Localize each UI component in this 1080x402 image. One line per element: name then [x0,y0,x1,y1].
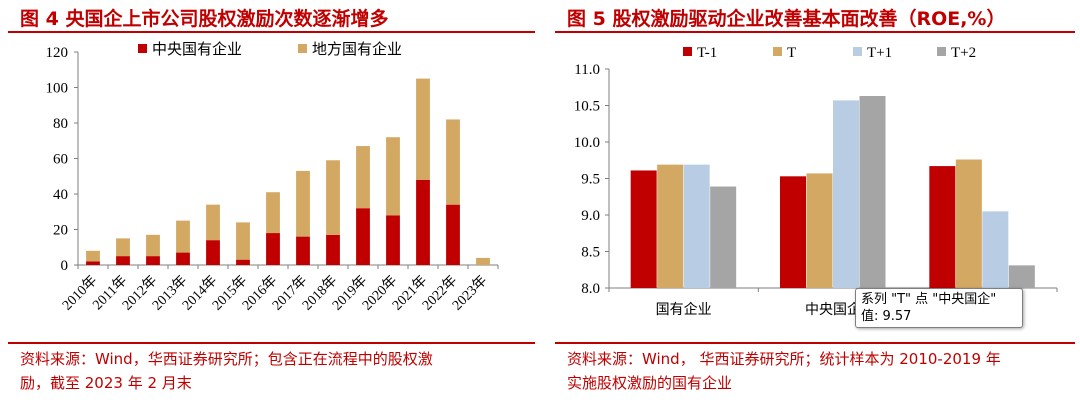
y-tick-label: 8.5 [581,245,600,261]
bar-local-soe [356,146,370,209]
bar-central-soe [266,233,280,265]
legend-swatch [937,47,946,56]
left-title-rule [8,31,535,33]
bar-t [955,159,982,288]
left-chart-title: 图 4 央国企上市公司股权激励次数逐渐增多 [20,8,389,30]
bar-central-soe [176,252,190,265]
y-tick-label: 60 [53,152,68,168]
bar-local-soe [446,119,460,205]
bar-local-soe [206,204,220,241]
bar-t-plus1 [833,100,859,288]
right-source-rule [555,342,1075,344]
legend-swatch [683,47,692,56]
bar-t [806,173,833,288]
bar-central-soe [86,261,100,265]
x-tick-label: 中央国企 [805,301,861,318]
legend-swatch [853,47,862,56]
bar-central-soe [386,215,400,265]
legend-label: 中央国有企业 [152,40,242,58]
bar-t-minus1 [929,166,956,288]
right-chart-title: 图 5 股权激励驱动企业改善基本面改善（ROE,%） [567,8,1006,30]
legend-swatch [138,44,147,53]
left-chart-panel: 图 4 央国企上市公司股权激励次数逐渐增多 0 20 40 60 80 100 120 201… [8,0,535,402]
right-grouped-bar-chart[interactable]: 8.08.59.09.510.010.511.0国有企业中央国企地方国企T-1T… [555,34,1075,344]
legend-label: 地方国有企业 [312,40,402,58]
x-tick-label: 国有企业 [656,301,712,318]
legend-swatch [773,47,782,56]
bar-t-plus2 [1008,265,1035,288]
y-tick-label: 8.0 [581,281,600,297]
bar-local-soe [146,234,160,257]
bar-central-soe [146,256,160,265]
left-source-line1: 资料来源：Wind，华西证券研究所；包含正在流程中的股权激 [20,350,433,368]
left-source-rule [8,342,535,344]
bar-central-soe [416,179,430,265]
left-source-note: 资料来源：Wind，华西证券研究所；包含正在流程中的股权激 励，截至 2023 … [20,347,433,395]
y-tick-label: 10.5 [574,99,600,115]
y-tick-label: 0 [61,258,69,274]
bar-t-minus1 [630,170,657,288]
y-tick-label: 20 [53,223,68,239]
bar-local-soe [116,238,130,257]
legend-label: T+2 [951,45,976,61]
bar-central-soe [116,256,130,265]
left-source-line2: 励，截至 2023 年 2 月末 [20,374,192,392]
bar-t-plus2 [710,186,737,288]
bar-local-soe [236,222,250,260]
legend-label: T [787,45,796,61]
x-tick-label: 2023年 [449,273,490,314]
right-title-rule [555,31,1075,33]
legend-label: T+1 [867,45,892,61]
bar-t-plus2 [859,96,886,288]
bar-t-plus1 [982,211,1009,288]
bar-local-soe [326,160,340,235]
bar-local-soe [416,78,430,180]
bar-central-soe [236,259,250,265]
y-tick-label: 100 [46,81,69,97]
left-stacked-bar-chart: 0204060801001202010年2011年2012年2013年2014年… [46,40,499,314]
chart-tooltip: 系列 "T" 点 "中央国企" 值: 9.57 [855,288,1023,328]
y-tick-label: 9.0 [581,208,600,224]
right-source-note: 资料来源：Wind， 华西证券研究所；统计样本为 2010-2019 年 实施股… [567,347,1001,395]
y-tick-label: 80 [53,116,68,132]
legend-swatch [298,44,307,53]
y-tick-label: 10.0 [574,135,600,151]
bar-t [657,164,684,288]
right-chart-panel: 图 5 股权激励驱动企业改善基本面改善（ROE,%） 8.0 8.5 9.0 9.5 1… [555,0,1075,402]
y-tick-label: 11.0 [574,62,600,78]
tooltip-value: 值: 9.57 [861,309,912,324]
bar-central-soe [326,234,340,265]
right-source-line2: 实施股权激励的国有企业 [567,374,733,392]
bar-t-minus1 [780,176,806,288]
tooltip-series-label: 系列 "T" 点 "中央国企" [861,292,997,307]
bar-t-plus1 [683,164,710,288]
bar-local-soe [296,170,310,237]
bar-central-soe [206,240,220,265]
bar-central-soe [446,204,460,265]
bar-central-soe [296,236,310,265]
bar-local-soe [386,137,400,216]
y-tick-label: 9.5 [581,172,600,188]
bar-central-soe [356,208,370,265]
legend-label: T-1 [697,45,717,61]
bar-local-soe [266,192,280,234]
bar-local-soe [86,250,100,262]
bar-local-soe [176,220,190,253]
bar-local-soe [476,257,490,265]
y-tick-label: 40 [53,187,68,203]
right-source-line1: 资料来源：Wind， 华西证券研究所；统计样本为 2010-2019 年 [567,350,1001,368]
y-tick-label: 120 [46,45,69,61]
